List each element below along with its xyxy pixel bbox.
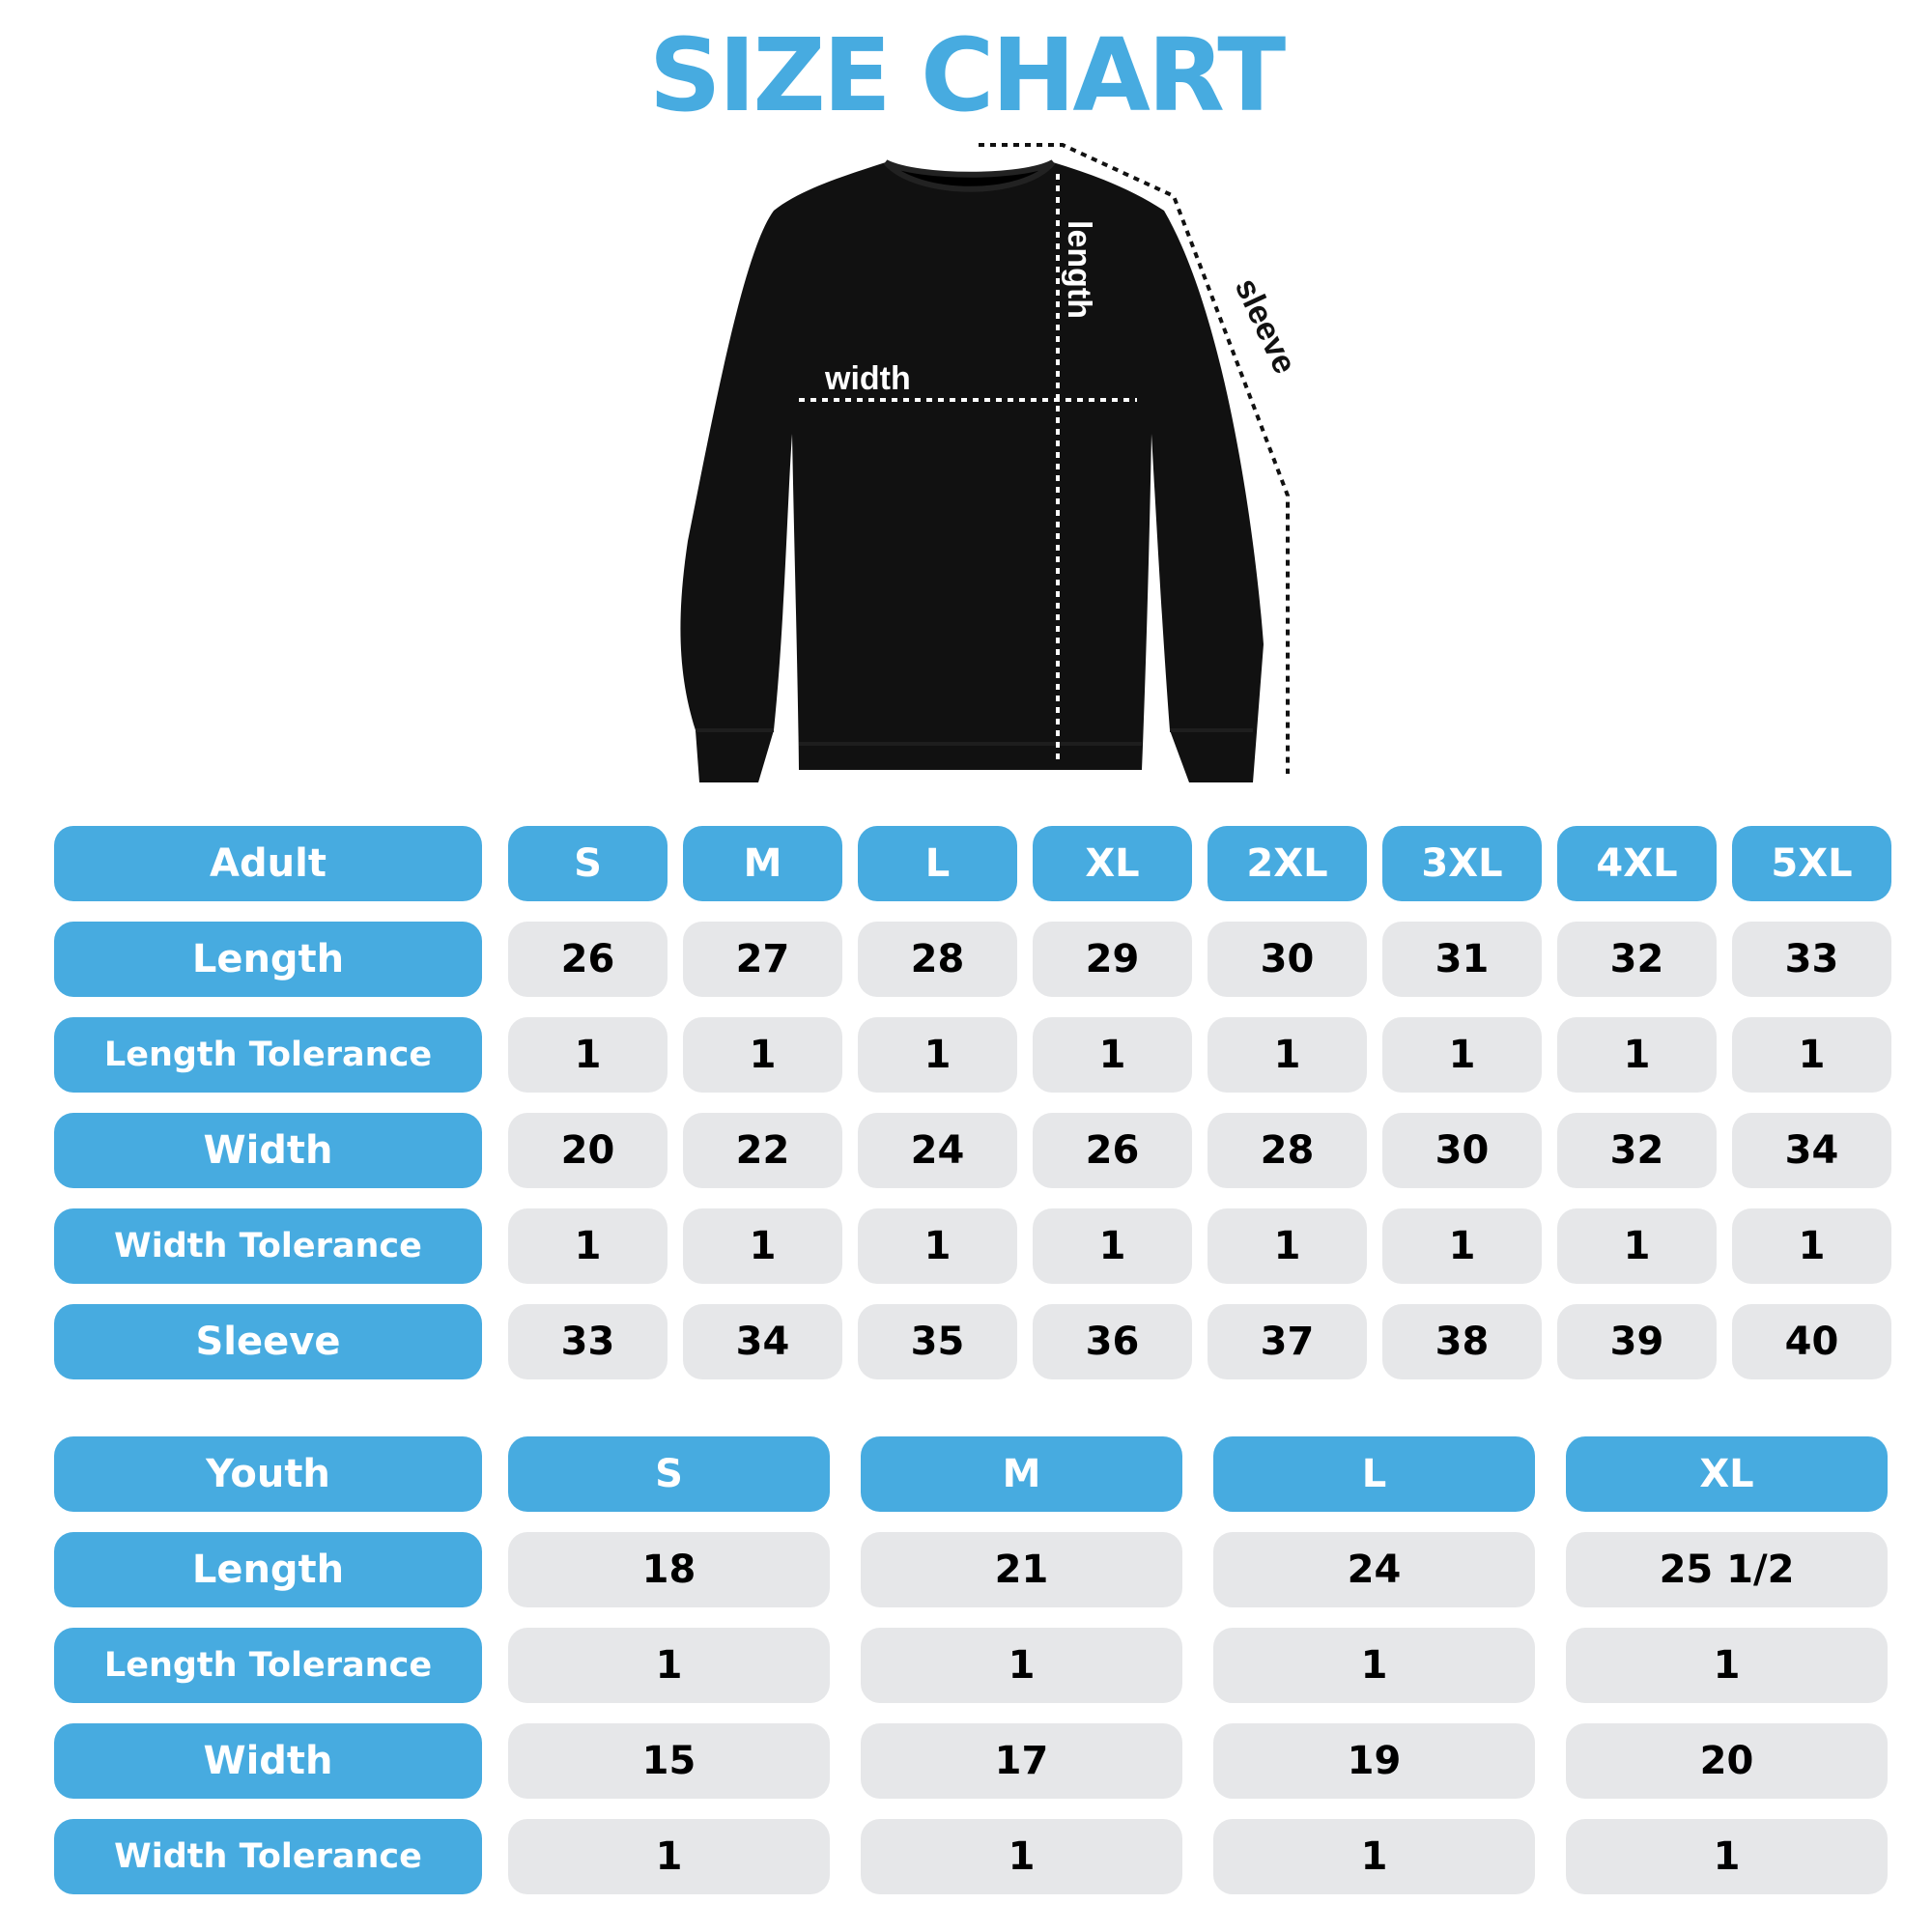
- row-label: Length Tolerance: [54, 1017, 482, 1093]
- size-header: M: [861, 1436, 1182, 1512]
- sweater-image: [680, 159, 1264, 782]
- table-row: Width Tolerance 1 1 1 1: [54, 1819, 1918, 1894]
- value-cell: 33: [508, 1304, 668, 1379]
- row-label: Width Tolerance: [54, 1819, 482, 1894]
- value-cell: 22: [683, 1113, 842, 1188]
- size-header: S: [508, 826, 668, 901]
- value-cell: 1: [1732, 1017, 1891, 1093]
- page-title: SIZE CHART: [648, 16, 1286, 134]
- value-cell: 1: [1566, 1628, 1888, 1703]
- value-cell: 17: [861, 1723, 1182, 1799]
- size-header: 4XL: [1557, 826, 1717, 901]
- sweater-diagram: width length sleeve: [680, 143, 1303, 782]
- value-cell: 1: [1732, 1208, 1891, 1284]
- value-cell: 19: [1213, 1723, 1535, 1799]
- table-row: Width 15 17 19 20: [54, 1723, 1918, 1799]
- value-cell: 1: [683, 1208, 842, 1284]
- adult-size-table: Adult S M L XL 2XL 3XL 4XL 5XL Length 26 27 28 29 30 31…: [54, 826, 1907, 1400]
- row-label: Length: [54, 922, 482, 997]
- value-cell: 26: [508, 922, 668, 997]
- value-cell: 1: [861, 1628, 1182, 1703]
- youth-size-table: Youth S M L XL Length 18 21 24 25 1/2 Length Toler…: [54, 1436, 1918, 1915]
- value-cell: 20: [508, 1113, 668, 1188]
- row-label: Length Tolerance: [54, 1628, 482, 1703]
- table-row: Length 26 27 28 29 30 31 32 33: [54, 922, 1907, 997]
- table-row: Length Tolerance 1 1 1 1: [54, 1628, 1918, 1703]
- value-cell: 1: [683, 1017, 842, 1093]
- value-cell: 20: [1566, 1723, 1888, 1799]
- row-label: Length: [54, 1532, 482, 1607]
- row-label: Sleeve: [54, 1304, 482, 1379]
- value-cell: 24: [858, 1113, 1017, 1188]
- table-header-label: Adult: [54, 826, 482, 901]
- value-cell: 1: [508, 1819, 830, 1894]
- value-cell: 1: [1033, 1208, 1192, 1284]
- value-cell: 31: [1382, 922, 1542, 997]
- value-cell: 25 1/2: [1566, 1532, 1888, 1607]
- value-cell: 1: [1382, 1208, 1542, 1284]
- value-cell: 33: [1732, 922, 1891, 997]
- value-cell: 1: [861, 1819, 1182, 1894]
- size-header: 2XL: [1208, 826, 1367, 901]
- value-cell: 1: [1213, 1628, 1535, 1703]
- value-cell: 30: [1382, 1113, 1542, 1188]
- value-cell: 34: [683, 1304, 842, 1379]
- value-cell: 1: [1208, 1017, 1367, 1093]
- value-cell: 28: [1208, 1113, 1367, 1188]
- table-row: Width Tolerance 1 1 1 1 1 1 1 1: [54, 1208, 1907, 1284]
- value-cell: 24: [1213, 1532, 1535, 1607]
- table-row: Length Tolerance 1 1 1 1 1 1 1 1: [54, 1017, 1907, 1093]
- row-label: Width Tolerance: [54, 1208, 482, 1284]
- value-cell: 1: [1566, 1819, 1888, 1894]
- sleeve-measure-line: [979, 143, 1290, 774]
- value-cell: 37: [1208, 1304, 1367, 1379]
- size-header: L: [1213, 1436, 1535, 1512]
- value-cell: 32: [1557, 1113, 1717, 1188]
- width-label: width: [824, 360, 911, 397]
- header-row: Youth S M L XL: [54, 1436, 1918, 1512]
- length-label: length: [1061, 220, 1097, 319]
- value-cell: 1: [508, 1208, 668, 1284]
- value-cell: 28: [858, 922, 1017, 997]
- table-row: Sleeve 33 34 35 36 37 38 39 40: [54, 1304, 1907, 1379]
- size-header: 5XL: [1732, 826, 1891, 901]
- size-header: S: [508, 1436, 830, 1512]
- size-header: 3XL: [1382, 826, 1542, 901]
- value-cell: 34: [1732, 1113, 1891, 1188]
- value-cell: 1: [1213, 1819, 1535, 1894]
- value-cell: 36: [1033, 1304, 1192, 1379]
- table-row: Width 20 22 24 26 28 30 32 34: [54, 1113, 1907, 1188]
- value-cell: 30: [1208, 922, 1367, 997]
- row-label: Width: [54, 1723, 482, 1799]
- size-header: M: [683, 826, 842, 901]
- size-header: XL: [1566, 1436, 1888, 1512]
- value-cell: 32: [1557, 922, 1717, 997]
- value-cell: 1: [508, 1628, 830, 1703]
- value-cell: 1: [1557, 1017, 1717, 1093]
- table-row: Length 18 21 24 25 1/2: [54, 1532, 1918, 1607]
- size-header: L: [858, 826, 1017, 901]
- value-cell: 15: [508, 1723, 830, 1799]
- size-header: XL: [1033, 826, 1192, 901]
- value-cell: 1: [1033, 1017, 1192, 1093]
- value-cell: 40: [1732, 1304, 1891, 1379]
- value-cell: 27: [683, 922, 842, 997]
- value-cell: 35: [858, 1304, 1017, 1379]
- value-cell: 1: [858, 1017, 1017, 1093]
- value-cell: 1: [858, 1208, 1017, 1284]
- value-cell: 18: [508, 1532, 830, 1607]
- table-header-label: Youth: [54, 1436, 482, 1512]
- value-cell: 1: [1208, 1208, 1367, 1284]
- value-cell: 21: [861, 1532, 1182, 1607]
- value-cell: 38: [1382, 1304, 1542, 1379]
- value-cell: 29: [1033, 922, 1192, 997]
- value-cell: 26: [1033, 1113, 1192, 1188]
- row-label: Width: [54, 1113, 482, 1188]
- value-cell: 1: [508, 1017, 668, 1093]
- value-cell: 39: [1557, 1304, 1717, 1379]
- header-row: Adult S M L XL 2XL 3XL 4XL 5XL: [54, 826, 1907, 901]
- value-cell: 1: [1382, 1017, 1542, 1093]
- value-cell: 1: [1557, 1208, 1717, 1284]
